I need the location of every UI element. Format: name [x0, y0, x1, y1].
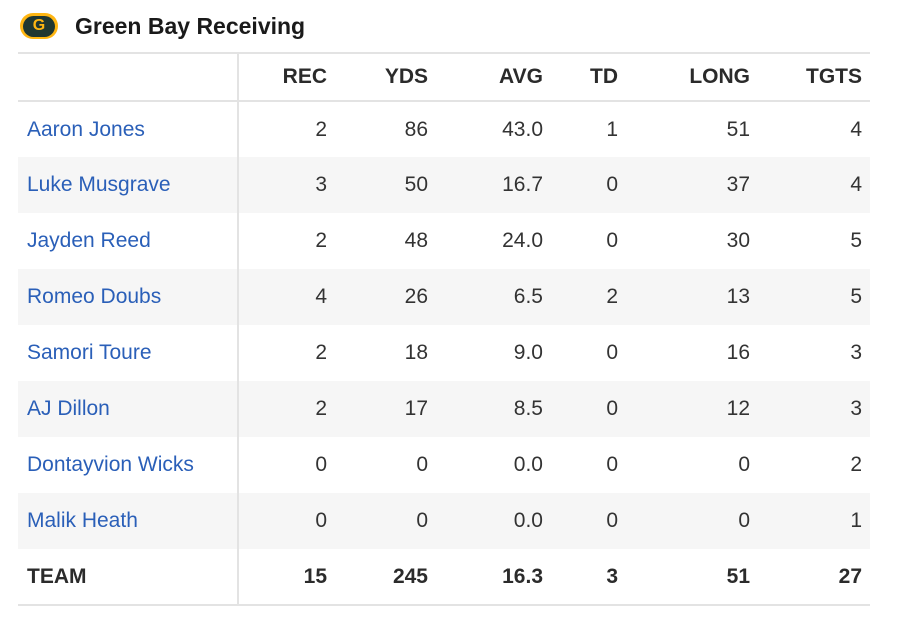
logo-letter: G: [23, 15, 55, 37]
stat-long: 16: [726, 341, 750, 364]
stat-td: 1: [606, 117, 618, 141]
team-rec: 15: [238, 549, 335, 606]
stat-avg: 8.5: [436, 381, 551, 437]
stat-tgts: 4: [850, 117, 862, 141]
team-avg: 16.3: [436, 549, 551, 606]
table-row: Romeo Doubs 4 26 6.5 2 13 5: [18, 269, 870, 325]
card-header: G Green Bay Receiving: [18, 0, 870, 52]
table-row: Jayden Reed 2 48 24.0 0 30 5: [18, 213, 870, 269]
header-yds[interactable]: YDS: [335, 53, 436, 102]
stat-yds: 0: [416, 453, 428, 476]
stat-long: 30: [726, 229, 750, 252]
stat-tgts: 1: [758, 493, 870, 549]
stat-avg: 43.0: [502, 117, 543, 141]
header-tgts[interactable]: TGTS: [758, 53, 870, 102]
card-title: Green Bay Receiving: [75, 12, 306, 39]
stat-long: 0: [738, 453, 750, 476]
table-row: Luke Musgrave 3 50 16.7 0 37 4: [18, 157, 870, 213]
team-long: 51: [626, 549, 758, 606]
stat-rec: 0: [315, 453, 327, 476]
stat-yds: 0: [335, 493, 436, 549]
table-row: Aaron Jones 2 86 43.0 1 51 4: [18, 101, 870, 157]
player-name-link[interactable]: Jayden Reed: [18, 213, 239, 269]
stat-rec: 2: [315, 117, 327, 141]
stat-rec: 2: [315, 341, 327, 364]
player-name-link[interactable]: Luke Musgrave: [18, 157, 239, 213]
stat-td: 0: [606, 453, 618, 476]
player-name-link[interactable]: AJ Dillon: [18, 381, 239, 437]
player-name-link[interactable]: Aaron Jones: [18, 101, 239, 157]
stat-td: 0: [551, 493, 626, 549]
stat-yds: 86: [404, 117, 428, 141]
stat-td: 0: [551, 381, 626, 437]
team-yds: 245: [335, 549, 436, 606]
stat-avg: 6.5: [436, 269, 551, 325]
stat-rec: 0: [238, 493, 335, 549]
stat-rec: 2: [315, 229, 327, 252]
header-row: REC YDS AVG TD LONG TGTS: [18, 53, 870, 102]
stat-tgts: 5: [758, 269, 870, 325]
stat-td: 0: [606, 229, 618, 252]
stat-tgts: 5: [850, 229, 862, 252]
stat-avg: 16.7: [436, 157, 551, 213]
stat-avg: 0.0: [513, 453, 543, 476]
player-name-link[interactable]: Dontayvion Wicks: [18, 437, 239, 493]
header-long[interactable]: LONG: [626, 53, 758, 102]
packers-logo: G: [20, 13, 58, 39]
stat-rec: 3: [238, 157, 335, 213]
stat-yds: 18: [404, 341, 428, 364]
stat-td: 0: [551, 157, 626, 213]
stat-yds: 17: [335, 381, 436, 437]
stat-td: 0: [606, 341, 618, 364]
header-name: [18, 53, 239, 102]
stat-avg: 9.0: [513, 341, 543, 364]
stat-tgts: 4: [758, 157, 870, 213]
header-td[interactable]: TD: [551, 53, 626, 102]
table-row: Dontayvion Wicks 0 0 0.0 0 0 2: [18, 437, 870, 493]
receiving-table: REC YDS AVG TD LONG TGTS Aaron Jones 2 86 4…: [18, 52, 870, 606]
stat-tgts: 3: [758, 381, 870, 437]
stat-td: 2: [551, 269, 626, 325]
team-td: 3: [551, 549, 626, 606]
stat-yds: 26: [335, 269, 436, 325]
team-label: TEAM: [18, 549, 239, 606]
stat-avg: 0.0: [436, 493, 551, 549]
stat-long: 37: [626, 157, 758, 213]
stat-tgts: 2: [850, 453, 862, 476]
stat-yds: 48: [404, 229, 428, 252]
stat-avg: 24.0: [502, 229, 543, 252]
header-avg[interactable]: AVG: [436, 53, 551, 102]
team-tgts: 27: [758, 549, 870, 606]
header-rec[interactable]: REC: [238, 53, 335, 102]
stat-long: 0: [626, 493, 758, 549]
stat-tgts: 3: [850, 341, 862, 364]
team-row: TEAM 15 245 16.3 3 51 27: [18, 549, 870, 606]
player-name-link[interactable]: Romeo Doubs: [18, 269, 239, 325]
stat-rec: 2: [238, 381, 335, 437]
stat-yds: 50: [335, 157, 436, 213]
player-name-link[interactable]: Samori Toure: [18, 325, 239, 381]
stat-long: 13: [626, 269, 758, 325]
player-name-link[interactable]: Malik Heath: [18, 493, 239, 549]
table-row: AJ Dillon 2 17 8.5 0 12 3: [18, 381, 870, 437]
stat-long: 12: [626, 381, 758, 437]
table-row: Malik Heath 0 0 0.0 0 0 1: [18, 493, 870, 549]
receiving-card: G Green Bay Receiving REC YDS AVG TD LON…: [18, 0, 870, 606]
stat-long: 51: [726, 117, 750, 141]
stat-rec: 4: [238, 269, 335, 325]
table-row: Samori Toure 2 18 9.0 0 16 3: [18, 325, 870, 381]
